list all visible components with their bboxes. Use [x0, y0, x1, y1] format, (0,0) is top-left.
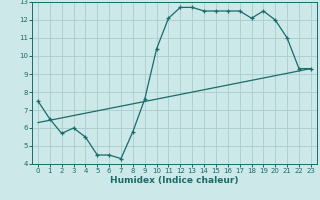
X-axis label: Humidex (Indice chaleur): Humidex (Indice chaleur) [110, 176, 239, 185]
